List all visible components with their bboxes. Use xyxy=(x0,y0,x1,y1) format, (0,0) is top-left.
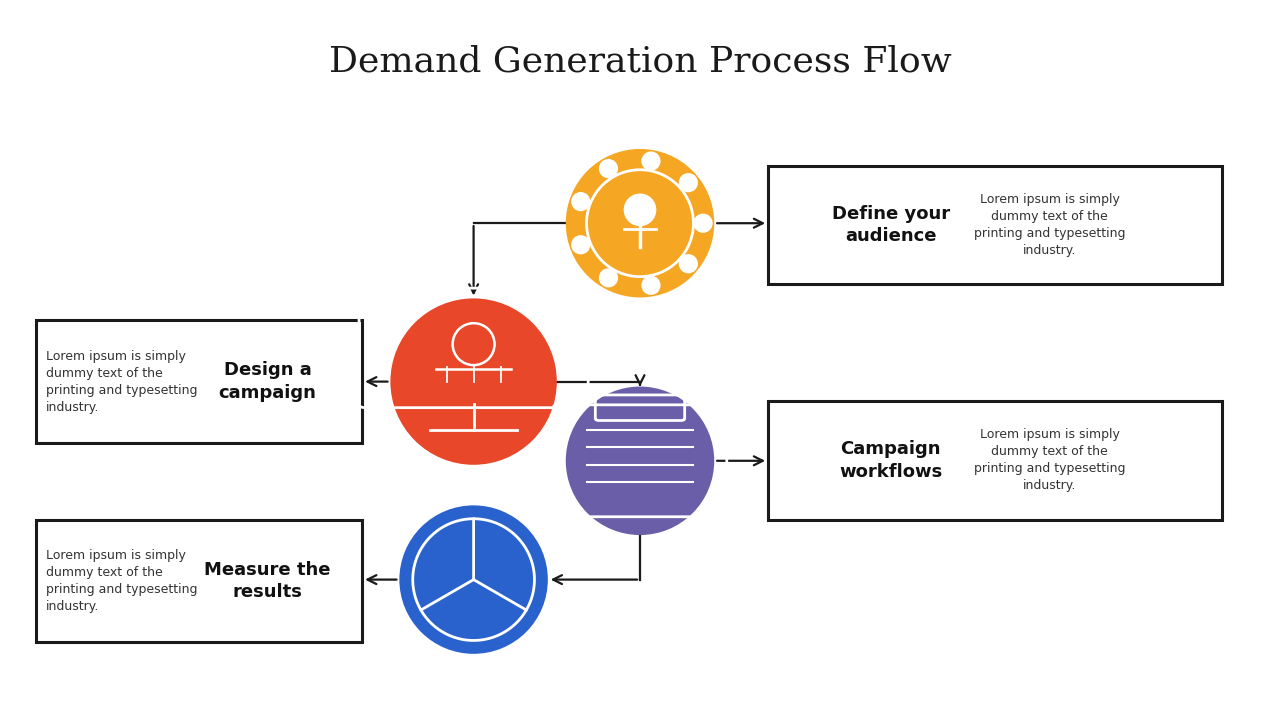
Text: Measure the
results: Measure the results xyxy=(205,561,330,601)
Ellipse shape xyxy=(390,298,557,465)
Text: Design a
campaign: Design a campaign xyxy=(219,361,316,402)
Ellipse shape xyxy=(571,235,590,254)
Text: Demand Generation Process Flow: Demand Generation Process Flow xyxy=(329,44,951,78)
FancyBboxPatch shape xyxy=(768,401,1222,520)
FancyBboxPatch shape xyxy=(36,320,362,443)
Text: Campaign
workflows: Campaign workflows xyxy=(840,441,942,480)
Ellipse shape xyxy=(599,159,618,178)
Text: Lorem ipsum is simply
dummy text of the
printing and typesetting
industry.: Lorem ipsum is simply dummy text of the … xyxy=(46,350,197,413)
Ellipse shape xyxy=(641,151,660,171)
FancyBboxPatch shape xyxy=(768,166,1222,284)
Ellipse shape xyxy=(678,254,698,274)
Text: Lorem ipsum is simply
dummy text of the
printing and typesetting
industry.: Lorem ipsum is simply dummy text of the … xyxy=(46,549,197,613)
Ellipse shape xyxy=(566,149,714,297)
Ellipse shape xyxy=(399,505,548,654)
Ellipse shape xyxy=(678,173,698,192)
Ellipse shape xyxy=(566,387,714,535)
Text: Lorem ipsum is simply
dummy text of the
printing and typesetting
industry.: Lorem ipsum is simply dummy text of the … xyxy=(974,428,1125,492)
Text: Lorem ipsum is simply
dummy text of the
printing and typesetting
industry.: Lorem ipsum is simply dummy text of the … xyxy=(974,193,1125,257)
FancyBboxPatch shape xyxy=(36,520,362,642)
Ellipse shape xyxy=(641,276,660,295)
Ellipse shape xyxy=(623,194,657,226)
Text: Define your
audience: Define your audience xyxy=(832,205,950,245)
Ellipse shape xyxy=(694,214,713,233)
Ellipse shape xyxy=(571,192,590,211)
Ellipse shape xyxy=(599,269,618,287)
